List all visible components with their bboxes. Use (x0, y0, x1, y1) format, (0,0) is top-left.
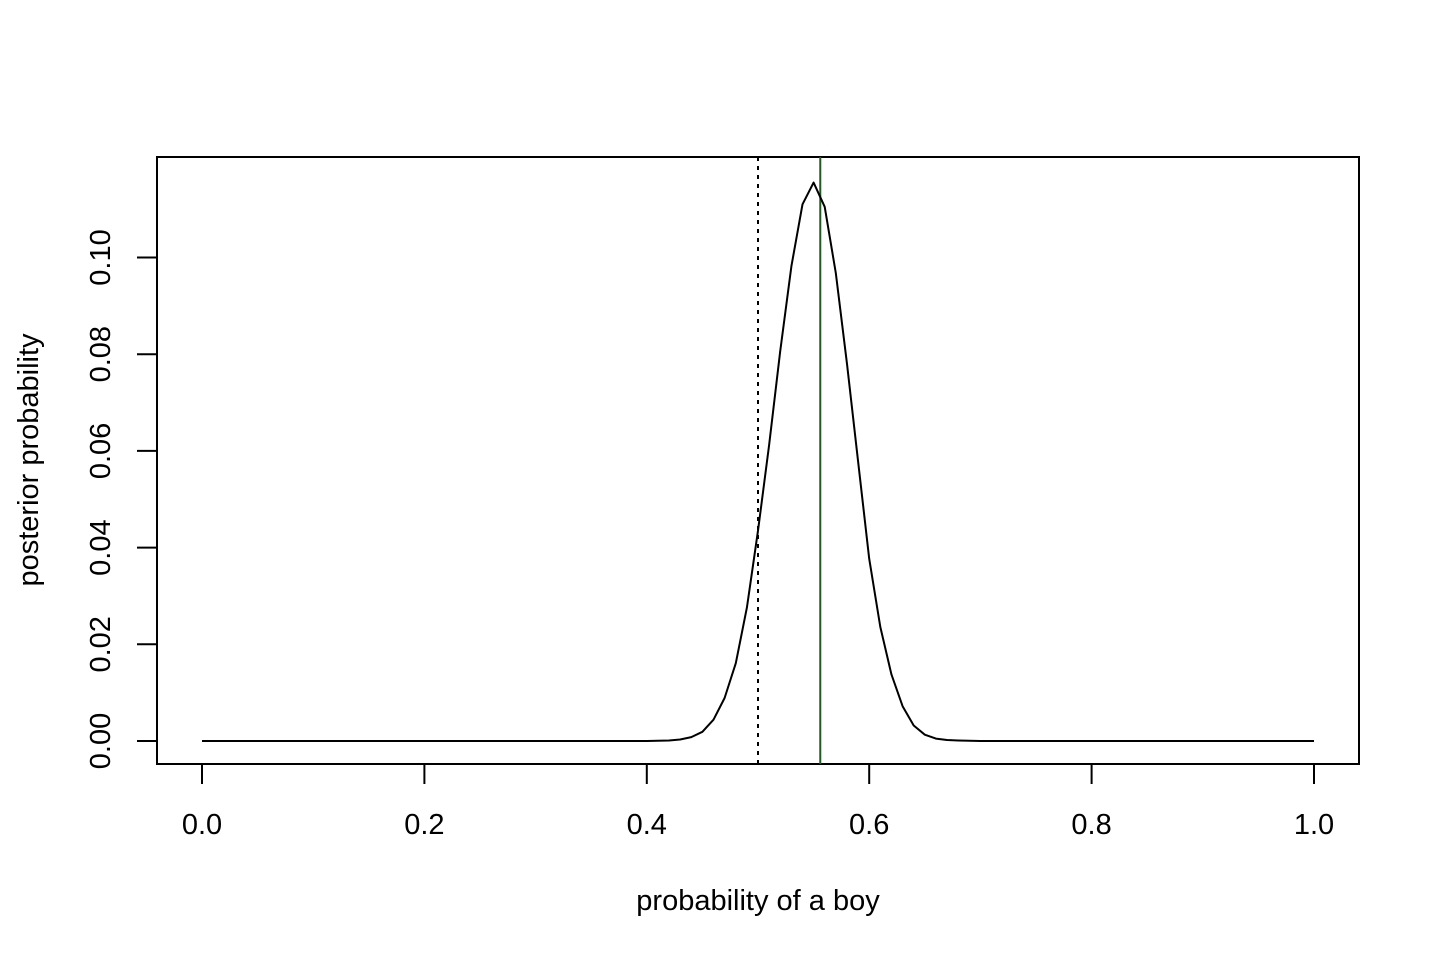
series-line (202, 181, 1314, 742)
y-tick-label: 0.10 (85, 229, 117, 285)
x-tick-label: 0.8 (1071, 809, 1111, 841)
y-tick-label: 0.02 (85, 616, 117, 672)
series-group (202, 181, 1314, 742)
x-tick-label: 0.0 (182, 809, 222, 841)
x-tick-label: 0.4 (627, 809, 667, 841)
y-tick-label: 0.04 (85, 519, 117, 575)
x-axis: 0.0 0.2 0.4 0.6 0.8 1.0 (182, 763, 1334, 841)
x-tick-label: 1.0 (1294, 809, 1334, 841)
y-axis-title: posterior probability (13, 333, 45, 587)
y-tick-label: 0.06 (85, 423, 117, 479)
x-tick-label: 0.6 (849, 809, 889, 841)
y-tick-label: 0.08 (85, 326, 117, 382)
y-axis: 0.00 0.02 0.04 0.06 0.08 0.10 (85, 229, 158, 769)
y-tick-label: 0.00 (85, 713, 117, 769)
x-tick-label: 0.2 (404, 809, 444, 841)
x-axis-title: probability of a boy (636, 885, 880, 917)
reference-lines (757, 157, 822, 764)
